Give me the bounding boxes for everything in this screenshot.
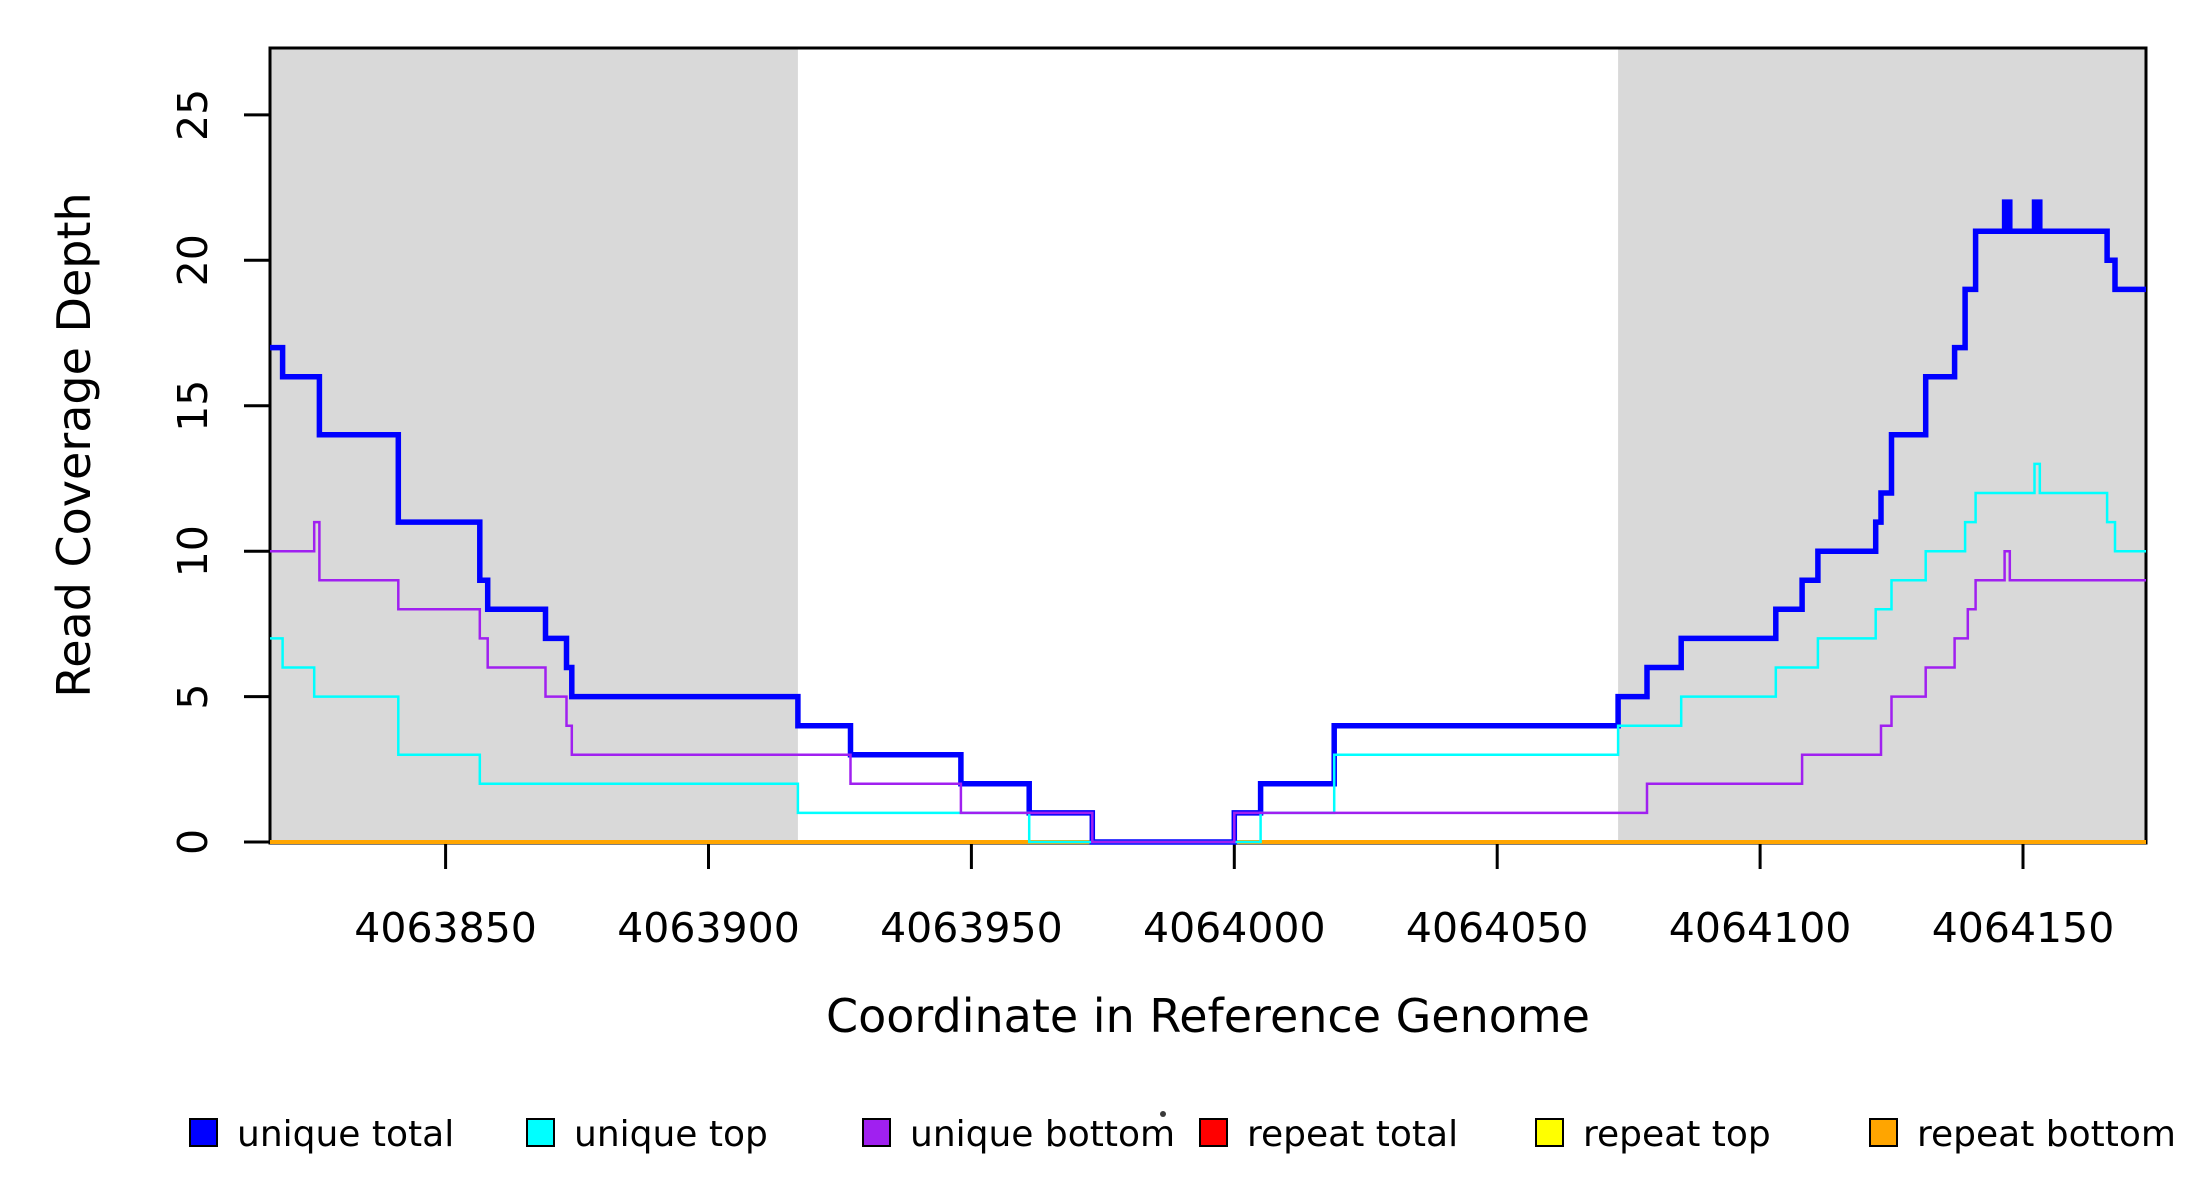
- legend-item-repeat-total: repeat total: [1199, 1114, 1458, 1155]
- x-tick-label: 4063900: [617, 904, 800, 952]
- legend-swatch-unique-top: [526, 1118, 555, 1147]
- legend-swatch-unique-total: [189, 1118, 218, 1147]
- y-tick-label: 25: [169, 89, 217, 141]
- left-gray-band: [270, 48, 798, 843]
- shaded-bands: [270, 48, 2146, 843]
- legend-item-unique-bottom: unique bottom: [862, 1114, 1175, 1155]
- x-tick-label: 4064150: [1932, 904, 2115, 952]
- y-tick-label: 0: [169, 829, 217, 855]
- legend-item-unique-top: unique top: [526, 1114, 768, 1155]
- legend-swatch-repeat-total: [1199, 1118, 1228, 1147]
- legend-item-repeat-top: repeat top: [1535, 1114, 1771, 1155]
- legend-swatch-repeat-top: [1535, 1118, 1564, 1147]
- legend-label: repeat total: [1247, 1114, 1458, 1155]
- legend-item-repeat-bottom: repeat bottom: [1869, 1114, 2176, 1155]
- series-line-unique-top: [270, 462, 2146, 844]
- x-tick-label: 4064050: [1406, 904, 1589, 952]
- legend-label: repeat top: [1583, 1114, 1771, 1155]
- y-axis-title: Read Coverage Depth: [47, 192, 101, 697]
- right-gray-band: [1618, 48, 2146, 843]
- legend-swatch-repeat-bottom: [1869, 1118, 1898, 1147]
- x-axis-title: Coordinate in Reference Genome: [826, 989, 1590, 1043]
- legend-label: unique bottom: [910, 1114, 1175, 1155]
- y-tick-label: 15: [169, 380, 217, 432]
- y-axis-ticks: 0 5 10 15 20 25: [169, 89, 270, 855]
- series-line-unique-total: [270, 199, 2146, 845]
- series-lines: [270, 199, 2146, 845]
- legend-label: repeat bottom: [1917, 1114, 2176, 1155]
- chart-legend: unique total unique top unique bottom repea…: [189, 1114, 2176, 1155]
- y-tick-label: 20: [169, 234, 217, 286]
- x-tick-label: 4064100: [1669, 904, 1852, 952]
- stray-dot: [1160, 1111, 1166, 1117]
- legend-item-unique-total: unique total: [189, 1114, 454, 1155]
- x-tick-label: 4064000: [1143, 904, 1326, 952]
- legend-label: unique total: [237, 1114, 454, 1155]
- legend-swatch-unique-bottom: [862, 1118, 891, 1147]
- x-tick-label: 4063850: [354, 904, 537, 952]
- legend-label: unique top: [574, 1114, 768, 1155]
- x-tick-label: 4063950: [880, 904, 1063, 952]
- x-axis-ticks: 4063850 4063900 4063950 4064000 4064050 40641…: [354, 843, 2114, 952]
- y-tick-label: 5: [169, 684, 217, 710]
- y-tick-label: 10: [169, 525, 217, 577]
- series-line-unique-bottom: [270, 520, 2146, 844]
